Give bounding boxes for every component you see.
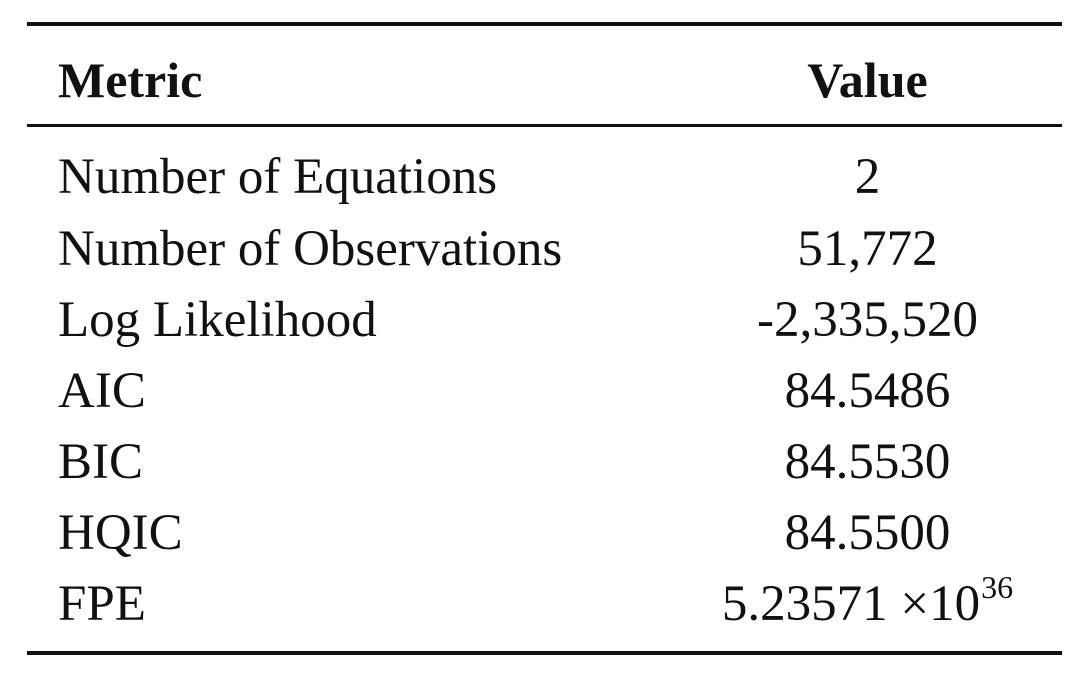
row-value: 84.5486 bbox=[784, 363, 951, 419]
header-value: Value bbox=[807, 52, 928, 108]
row-metric: AIC bbox=[58, 363, 146, 419]
top-rule bbox=[27, 22, 1062, 26]
header-metric: Metric bbox=[58, 52, 203, 108]
bottom-rule bbox=[27, 651, 1062, 655]
value-mantissa: 5.23571 ×10 bbox=[721, 576, 981, 632]
row-value-with-exponent: 5.23571 ×1036 bbox=[690, 571, 1045, 632]
row-metric: FPE bbox=[58, 576, 146, 632]
row-value: 84.5530 bbox=[784, 434, 951, 490]
row-metric: HQIC bbox=[58, 505, 183, 561]
row-metric: Number of Observations bbox=[58, 221, 563, 277]
row-value: 2 bbox=[854, 149, 881, 205]
row-value: 84.5500 bbox=[784, 505, 951, 561]
row-metric: BIC bbox=[58, 434, 144, 490]
header-rule bbox=[27, 124, 1062, 127]
row-value: -2,335,520 bbox=[757, 292, 978, 348]
row-value: 51,772 bbox=[797, 221, 938, 277]
value-exponent: 36 bbox=[981, 569, 1014, 605]
row-metric: Log Likelihood bbox=[58, 292, 377, 348]
row-metric: Number of Equations bbox=[58, 149, 498, 205]
